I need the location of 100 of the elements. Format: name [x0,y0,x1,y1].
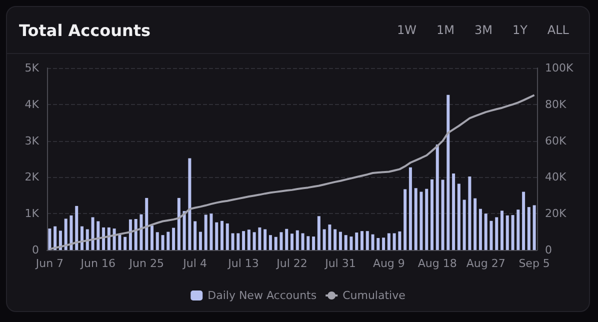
bar [441,180,444,250]
bar [161,235,164,250]
text: ALL [546,22,570,39]
bar [420,192,423,250]
text: 1W [396,22,418,39]
bar [247,230,250,250]
bar [334,229,337,250]
bar [172,228,176,250]
bar [145,198,148,250]
bar [366,231,369,250]
bar [156,232,159,250]
bar [166,232,170,250]
y2-tick-label: 100K [545,62,574,74]
bar [408,167,412,250]
y2-tick-label: 20K [545,207,567,220]
legend-label: Daily New Accounts [208,289,317,302]
y2-tick-label: 0 [545,244,552,256]
x-tick-label: Jun 7 [34,257,64,270]
x-tick-label: Jul 22 [276,257,308,270]
x-tick-label: Jun 16 [80,257,116,270]
bar [96,221,100,250]
bar [204,214,208,250]
bar [474,198,477,250]
bar [220,220,224,250]
bar [124,236,127,250]
bar [226,223,229,250]
x-tick-label: Sep 5 [518,257,550,270]
y-tick-label: 1K [24,207,40,220]
bar [522,192,526,250]
y-tick-label: 3K [24,134,40,148]
x-tick-label: Jul 31 [324,257,356,270]
bar [430,179,434,250]
bar [194,221,197,250]
text: 1M [435,22,456,39]
bar [398,231,402,250]
bar [462,200,466,250]
bar [344,235,348,250]
chart-title: Total Accounts [19,20,151,40]
bar [264,229,267,250]
bar [242,231,246,250]
x-tick-label: Jun 25 [128,257,164,270]
bar [64,218,68,250]
bar [91,217,94,250]
bar [328,224,332,250]
bar [452,174,456,250]
bar [371,234,374,250]
bar [306,236,310,250]
bar [404,189,407,250]
bar [350,236,353,250]
y2-tick-label: 60K [545,134,567,148]
bar [382,238,386,250]
bar [210,214,213,250]
bar [355,232,358,250]
bar [322,229,326,250]
bar [527,207,530,250]
bar [532,205,536,250]
legend-label: Cumulative [342,289,406,302]
text: 3M [473,22,494,39]
bar [231,233,234,250]
bar [188,158,192,250]
bar [215,222,218,250]
bar [392,233,396,250]
bar [301,233,304,250]
y2-tick-label: 40K [545,170,567,184]
bar [134,219,138,250]
bar [516,210,520,250]
bar [258,227,262,250]
bar [236,233,240,250]
bar [387,233,390,250]
y-tick-label: 4K [24,98,40,111]
bar [506,215,509,250]
bar [177,198,180,250]
bar [317,216,320,250]
bar [511,215,514,250]
bar [296,230,299,250]
x-tick-label: Jul 4 [182,257,207,270]
y2-tick-label: 80K [545,98,567,111]
bar [360,231,364,250]
bar [285,228,288,250]
x-tick-label: Aug 18 [418,257,457,270]
bar [436,144,439,250]
bar [150,226,154,250]
bar [252,232,256,250]
text: 1Y [511,22,528,39]
bar [198,232,202,250]
bar [490,220,493,250]
bar [128,219,132,250]
y-tick-label: 5K [24,62,40,74]
bar [484,214,488,250]
bar [457,184,460,250]
bar [425,188,428,250]
bar [54,226,57,250]
bar [75,206,78,250]
bar [80,226,84,250]
bar [478,208,482,250]
bar [70,215,73,250]
x-tick-label: Aug 27 [466,257,506,270]
bar [48,228,52,250]
y-tick-label: 0 [32,244,39,256]
bar [414,188,418,250]
